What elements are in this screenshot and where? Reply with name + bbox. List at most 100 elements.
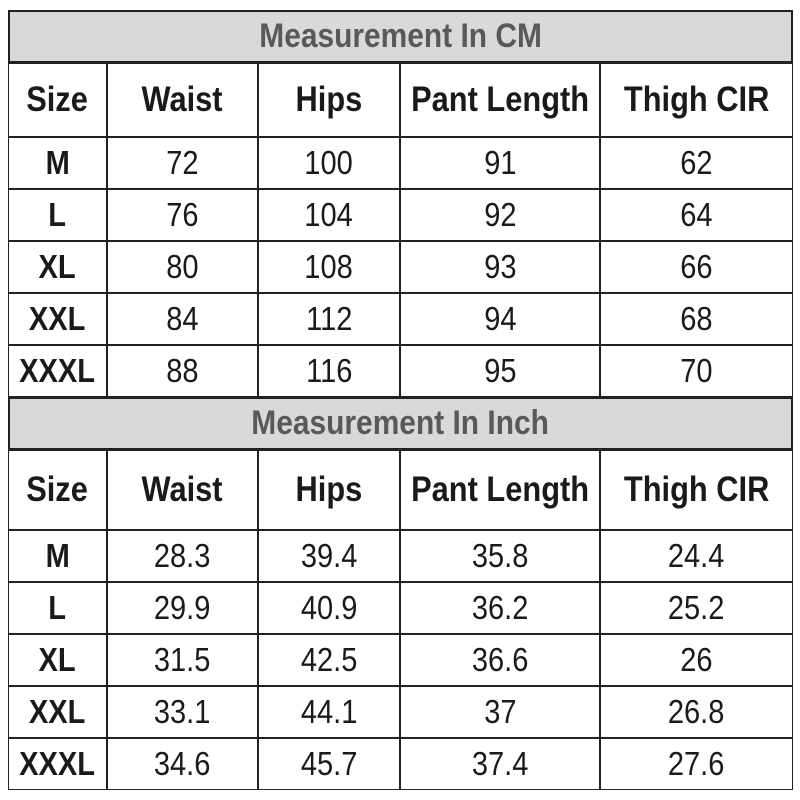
size-cell-text: XXL bbox=[29, 693, 86, 730]
column-header-text: Pant Length bbox=[411, 80, 589, 119]
column-header: Pant Length bbox=[400, 63, 600, 137]
value-cell: 92 bbox=[400, 189, 600, 241]
value-cell-text: 27.6 bbox=[668, 745, 725, 782]
value-cell-text: 93 bbox=[483, 248, 517, 285]
value-cell-text: 29.9 bbox=[154, 589, 211, 626]
value-cell-text: 36.6 bbox=[471, 641, 529, 678]
value-cell: 34.6 bbox=[107, 738, 258, 790]
size-cell-text: M bbox=[45, 144, 70, 181]
value-cell: 72 bbox=[107, 137, 258, 189]
size-cell: M bbox=[8, 530, 107, 582]
value-cell: 33.1 bbox=[107, 686, 258, 738]
value-cell-text: 95 bbox=[483, 352, 517, 389]
value-cell-text: 94 bbox=[483, 300, 517, 337]
value-cell: 68 bbox=[600, 293, 793, 345]
value-cell-text: 26 bbox=[680, 641, 713, 678]
value-cell: 66 bbox=[600, 241, 793, 293]
size-cell: XXXL bbox=[8, 345, 107, 397]
size-cell-text: XL bbox=[38, 248, 77, 285]
size-cell: XL bbox=[8, 634, 107, 686]
value-cell-text: 66 bbox=[680, 248, 713, 285]
value-cell: 40.9 bbox=[258, 582, 400, 634]
value-cell: 64 bbox=[600, 189, 793, 241]
value-cell-text: 108 bbox=[304, 248, 354, 285]
value-cell: 94 bbox=[400, 293, 600, 345]
size-cell: M bbox=[8, 137, 107, 189]
column-header: Hips bbox=[258, 63, 400, 137]
value-cell-text: 37.4 bbox=[471, 745, 529, 782]
size-cell: XXXL bbox=[8, 738, 107, 790]
column-header-text: Hips bbox=[295, 80, 363, 119]
column-header-text: Hips bbox=[295, 470, 363, 509]
value-cell: 26 bbox=[600, 634, 793, 686]
value-cell: 112 bbox=[258, 293, 400, 345]
value-cell-text: 34.6 bbox=[154, 745, 211, 782]
table-title: Measurement In Inch bbox=[8, 397, 793, 450]
value-cell-text: 42.5 bbox=[300, 641, 358, 678]
size-cell-text: XXXL bbox=[19, 745, 96, 782]
value-cell: 104 bbox=[258, 189, 400, 241]
value-cell: 36.2 bbox=[400, 582, 600, 634]
value-cell-text: 28.3 bbox=[154, 537, 211, 574]
value-cell: 62 bbox=[600, 137, 793, 189]
column-header: Thigh CIR bbox=[600, 450, 793, 530]
value-cell-text: 112 bbox=[305, 300, 353, 337]
value-cell: 95 bbox=[400, 345, 600, 397]
value-cell-text: 70 bbox=[680, 352, 713, 389]
value-cell: 44.1 bbox=[258, 686, 400, 738]
value-cell: 31.5 bbox=[107, 634, 258, 686]
value-cell-text: 84 bbox=[166, 300, 199, 337]
value-cell-text: 40.9 bbox=[300, 589, 358, 626]
value-cell-text: 91 bbox=[483, 144, 517, 181]
value-cell-text: 62 bbox=[680, 144, 713, 181]
size-cell-text: L bbox=[48, 589, 67, 626]
value-cell-text: 72 bbox=[166, 144, 199, 181]
size-cell: XXL bbox=[8, 686, 107, 738]
value-cell: 93 bbox=[400, 241, 600, 293]
value-cell: 29.9 bbox=[107, 582, 258, 634]
value-cell-text: 92 bbox=[483, 196, 517, 233]
column-header-text: Size bbox=[26, 80, 89, 119]
value-cell: 35.8 bbox=[400, 530, 600, 582]
value-cell-text: 104 bbox=[304, 196, 354, 233]
size-cell-text: XL bbox=[38, 641, 77, 678]
value-cell-text: 36.2 bbox=[471, 589, 529, 626]
value-cell-text: 31.5 bbox=[154, 641, 211, 678]
size-cell-text: XXXL bbox=[19, 352, 96, 389]
size-cell-text: XXL bbox=[29, 300, 86, 337]
table-title: Measurement In CM bbox=[8, 10, 793, 63]
value-cell: 28.3 bbox=[107, 530, 258, 582]
value-cell: 25.2 bbox=[600, 582, 793, 634]
value-cell: 27.6 bbox=[600, 738, 793, 790]
value-cell-text: 33.1 bbox=[154, 693, 211, 730]
value-cell-text: 68 bbox=[680, 300, 713, 337]
table-title-text: Measurement In CM bbox=[259, 17, 542, 55]
value-cell: 24.4 bbox=[600, 530, 793, 582]
column-header: Thigh CIR bbox=[600, 63, 793, 137]
column-header-text: Size bbox=[26, 470, 89, 509]
value-cell: 45.7 bbox=[258, 738, 400, 790]
value-cell-text: 80 bbox=[166, 248, 199, 285]
column-header: Size bbox=[8, 63, 107, 137]
value-cell-text: 44.1 bbox=[300, 693, 358, 730]
column-header-text: Waist bbox=[141, 470, 223, 509]
value-cell-text: 100 bbox=[304, 144, 354, 181]
value-cell: 84 bbox=[107, 293, 258, 345]
column-header: Hips bbox=[258, 450, 400, 530]
column-header: Waist bbox=[107, 450, 258, 530]
value-cell-text: 35.8 bbox=[471, 537, 529, 574]
value-cell-text: 45.7 bbox=[300, 745, 358, 782]
value-cell-text: 88 bbox=[166, 352, 199, 389]
table-title-text: Measurement In Inch bbox=[251, 404, 550, 442]
value-cell: 36.6 bbox=[400, 634, 600, 686]
column-header-text: Waist bbox=[141, 80, 223, 119]
column-header: Size bbox=[8, 450, 107, 530]
size-cell: L bbox=[8, 189, 107, 241]
value-cell-text: 26.8 bbox=[668, 693, 725, 730]
column-header: Waist bbox=[107, 63, 258, 137]
size-cell: XXL bbox=[8, 293, 107, 345]
value-cell: 37.4 bbox=[400, 738, 600, 790]
value-cell-text: 25.2 bbox=[668, 589, 725, 626]
value-cell-text: 76 bbox=[166, 196, 199, 233]
